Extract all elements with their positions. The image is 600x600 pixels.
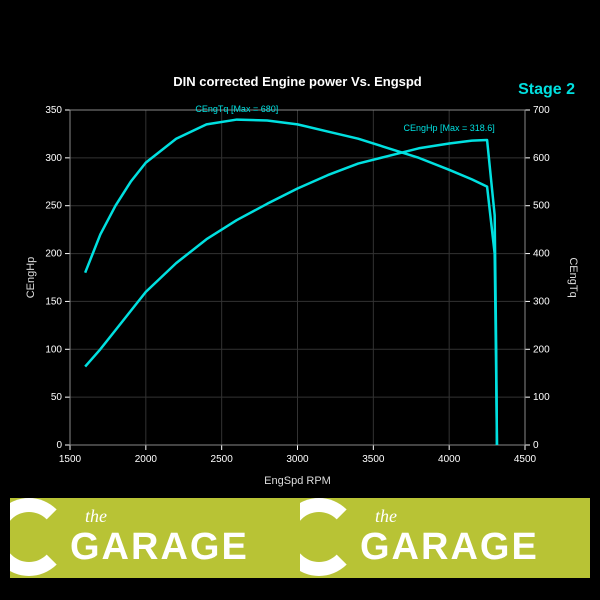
- svg-text:Stage 2: Stage 2: [518, 81, 575, 98]
- svg-text:100: 100: [45, 344, 62, 355]
- svg-text:EngSpd RPM: EngSpd RPM: [264, 475, 331, 487]
- dyno-chart: DIN corrected Engine power Vs. Engspd Sta…: [20, 70, 580, 490]
- svg-text:DIN corrected Engine power Vs.: DIN corrected Engine power Vs. Engspd: [173, 74, 422, 89]
- svg-text:3000: 3000: [286, 454, 309, 465]
- svg-text:CEngHp [Max = 318.6]: CEngHp [Max = 318.6]: [404, 123, 495, 133]
- svg-text:CEngHp: CEngHp: [25, 257, 37, 299]
- footer-logo-band: the GARAGE the GARAGE: [10, 498, 590, 578]
- svg-text:300: 300: [533, 296, 550, 307]
- wrench-icon: [300, 498, 358, 576]
- svg-text:50: 50: [51, 392, 63, 403]
- svg-text:0: 0: [533, 440, 539, 451]
- svg-text:CEngTq: CEngTq: [567, 257, 579, 297]
- logo-text-the: the: [85, 506, 107, 527]
- svg-text:250: 250: [45, 201, 62, 212]
- svg-text:400: 400: [533, 249, 550, 260]
- wrench-icon: [10, 498, 68, 576]
- svg-text:CEngTq [Max = 680]: CEngTq [Max = 680]: [195, 104, 278, 114]
- svg-text:3500: 3500: [362, 454, 385, 465]
- logo-text-garage: GARAGE: [70, 526, 249, 569]
- svg-text:1500: 1500: [59, 454, 82, 465]
- svg-text:2000: 2000: [135, 454, 158, 465]
- logo-block-2: the GARAGE: [300, 498, 590, 578]
- svg-text:200: 200: [533, 344, 550, 355]
- logo-block-1: the GARAGE: [10, 498, 300, 578]
- svg-text:100: 100: [533, 392, 550, 403]
- svg-text:500: 500: [533, 201, 550, 212]
- svg-text:700: 700: [533, 105, 550, 116]
- logo-text-the: the: [375, 506, 397, 527]
- svg-text:4500: 4500: [514, 454, 537, 465]
- svg-text:300: 300: [45, 153, 62, 164]
- svg-text:0: 0: [56, 440, 62, 451]
- svg-text:200: 200: [45, 249, 62, 260]
- logo-text-garage: GARAGE: [360, 526, 539, 569]
- chart-svg: DIN corrected Engine power Vs. Engspd Sta…: [20, 70, 580, 490]
- svg-text:150: 150: [45, 296, 62, 307]
- page-container: DIN corrected Engine power Vs. Engspd Sta…: [0, 0, 600, 600]
- svg-text:350: 350: [45, 105, 62, 116]
- svg-text:4000: 4000: [438, 454, 461, 465]
- svg-text:600: 600: [533, 153, 550, 164]
- svg-text:2500: 2500: [211, 454, 234, 465]
